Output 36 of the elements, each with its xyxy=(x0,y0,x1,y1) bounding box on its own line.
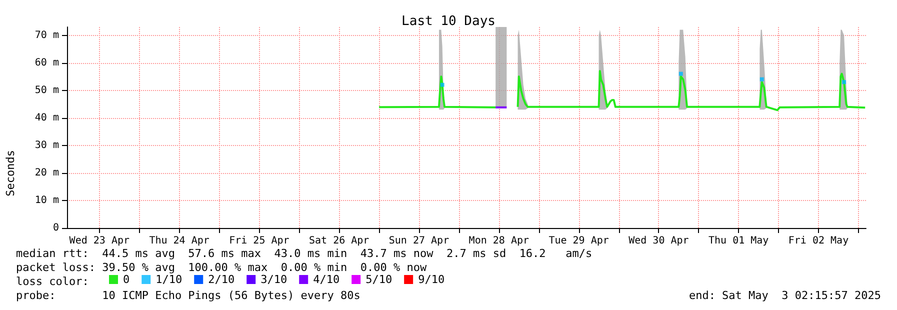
y-tick-label: 30 m xyxy=(34,140,59,151)
x-tick-label: Sat 26 Apr xyxy=(308,236,370,246)
point xyxy=(440,82,444,87)
legend-label: 0 xyxy=(123,273,130,286)
text: probe: 10 ICMP Echo Pings (56 Bytes) every 80s xyxy=(16,289,360,302)
legend-label: 9/10 xyxy=(418,273,445,286)
legend-title: loss color: xyxy=(16,275,89,288)
x-tick-label: Fri 25 Apr xyxy=(229,236,290,246)
y-tick-label: 70 m xyxy=(34,30,59,41)
x-tick-label: Fri 02 May xyxy=(788,236,849,246)
x-tick-label: Wed 30 Apr xyxy=(628,236,689,246)
x-tick-label: Sun 27 Apr xyxy=(388,236,450,246)
y-tick-label: 40 m xyxy=(34,112,59,124)
point xyxy=(842,80,846,84)
y-tick-label: 0 xyxy=(52,222,59,234)
point xyxy=(760,77,764,82)
legend-label: 3/10 xyxy=(260,273,288,286)
text: median rtt: 44.5 ms avg 57.6 ms max 43.0 ms min 43.7 ms now 2.7 ms sd 16.2 am/s xyxy=(16,247,592,260)
x-tick-label: Wed 23 Apr xyxy=(69,236,130,246)
legend-label: 1/10 xyxy=(156,273,182,286)
y-tick-label: 10 m xyxy=(34,194,59,206)
y-axis-title: Seconds xyxy=(4,150,17,196)
x-tick-label: Tue 29 Apr xyxy=(548,236,609,246)
y-tick-label: 20 m xyxy=(34,167,59,178)
text: packet loss: 39.50 % avg 100.00 % max 0.00 % min 0.00 % now xyxy=(16,261,427,274)
x-tick-label: Thu 24 Apr xyxy=(149,236,210,246)
y-tick-label: 60 m xyxy=(34,57,59,68)
chart-title: Last 10 Days xyxy=(402,14,496,29)
y-tick-label: 50 m xyxy=(34,84,59,96)
x-tick-label: Mon 28 Apr xyxy=(468,236,530,246)
legend-label: 4/10 xyxy=(313,273,340,286)
legend-label: 2/10 xyxy=(208,273,235,286)
x-tick-label: Thu 01 May xyxy=(708,236,769,246)
text: end: Sat May 3 02:15:57 2025 xyxy=(688,289,882,302)
point xyxy=(678,72,683,76)
legend-label: 5/10 xyxy=(366,273,392,286)
